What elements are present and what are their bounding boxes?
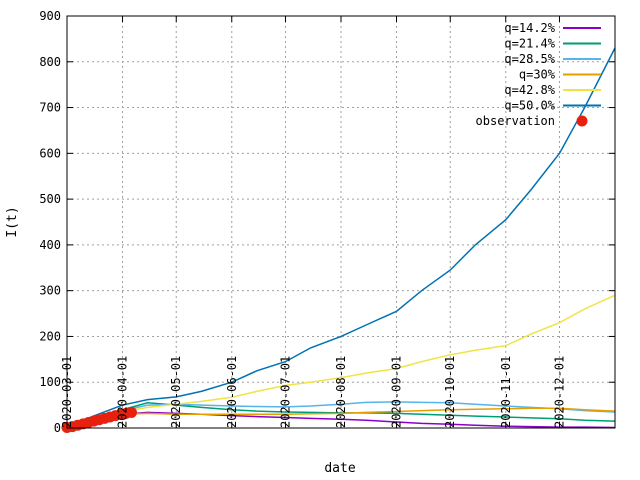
- y-tick-label: 100: [39, 375, 61, 389]
- legend-label: q=28.5%: [504, 52, 555, 66]
- x-tick-label: 2020-12-01: [552, 356, 566, 428]
- legend-label: q=21.4%: [504, 37, 555, 51]
- x-axis: 2020-03-01 2020-04-01 2020-05-01 2020-06-01…: [60, 16, 566, 428]
- legend-label: observation: [476, 114, 555, 128]
- legend-label: q=14.2%: [504, 21, 555, 35]
- observation-layer: [61, 406, 137, 434]
- legend-label: q=30%: [519, 68, 556, 82]
- x-tick-label: 2020-03-01: [60, 356, 74, 428]
- legend-swatch-observation: [576, 115, 588, 127]
- x-axis-label: date: [324, 461, 355, 476]
- series-line-3: [66, 401, 616, 428]
- y-axis-label: I(t): [5, 206, 20, 237]
- x-tick-label: 2020-08-01: [334, 356, 348, 428]
- series-line-4: [66, 407, 616, 428]
- y-tick-label: 600: [39, 146, 61, 160]
- series-line-6: [66, 47, 616, 428]
- x-tick-label: 2020-06-01: [225, 356, 239, 428]
- legend: q=14.2% q=21.4%q=28.5% q=30%q=42.8% q=50.0%…: [476, 21, 601, 128]
- y-tick-label: 0: [54, 421, 61, 435]
- x-tick-label: 2020-04-01: [116, 356, 130, 428]
- series-layer: [66, 47, 616, 429]
- y-tick-label: 200: [39, 329, 61, 343]
- y-tick-label: 500: [39, 192, 61, 206]
- y-tick-label: 900: [39, 9, 61, 23]
- y-tick-label: 700: [39, 101, 61, 115]
- x-tick-label: 2020-09-01: [390, 356, 404, 428]
- y-axis: 0 100 200 300 400 500 600 700 800 900: [39, 9, 615, 435]
- observation-point: [125, 406, 137, 418]
- legend-label: q=50.0%: [504, 99, 555, 113]
- x-tick-label: 2020-10-01: [443, 356, 457, 428]
- x-tick-label: 2020-11-01: [499, 356, 513, 428]
- legend-label: q=42.8%: [504, 83, 555, 97]
- y-tick-label: 300: [39, 284, 61, 298]
- series-line-1: [66, 411, 616, 429]
- x-tick-label: 2020-05-01: [169, 356, 183, 428]
- y-tick-label: 800: [39, 55, 61, 69]
- series-line-5: [66, 294, 616, 428]
- y-tick-label: 400: [39, 238, 61, 252]
- x-tick-label: 2020-07-01: [278, 356, 292, 428]
